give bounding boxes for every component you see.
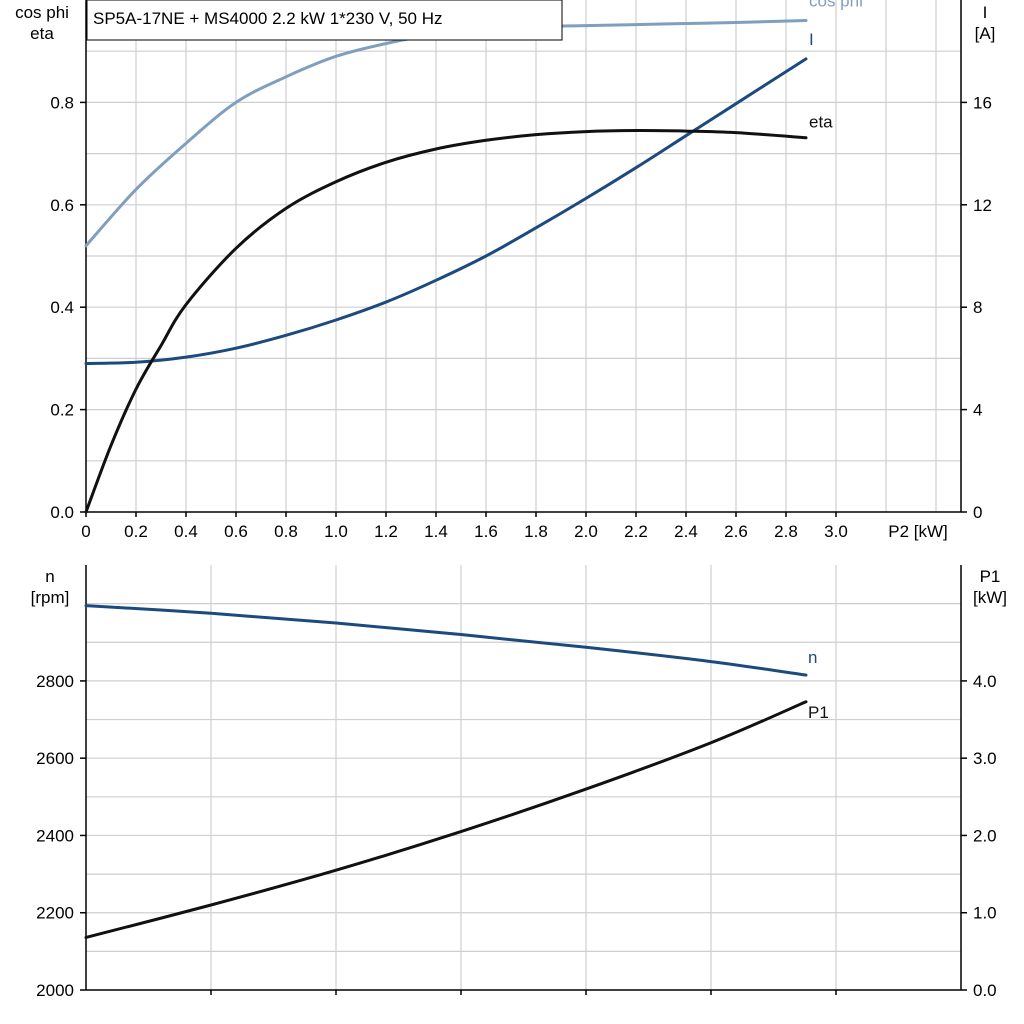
x-axis-tick-label: 2.0 (574, 522, 598, 541)
series-line-i (84, 57, 808, 366)
x-axis-tick-label: 2.8 (774, 522, 798, 541)
left-axis-tick-label: 0.8 (50, 93, 74, 112)
series-label-p1: P1 (808, 703, 829, 722)
x-axis-tick-label: 2.2 (624, 522, 648, 541)
right-axis-tick-label: 4.0 (973, 672, 997, 691)
left-axis-tick-label: 2000 (36, 981, 74, 1000)
right-axis-title: I (983, 3, 988, 22)
x-axis-tick-label: 3.0 (824, 522, 848, 541)
right-axis-tick-label: 16 (973, 93, 992, 112)
left-axis-tick-label: 0.6 (50, 196, 74, 215)
chart-title-text: SP5A-17NE + MS4000 2.2 kW 1*230 V, 50 Hz (93, 9, 443, 28)
right-axis-tick-label: 2.0 (973, 826, 997, 845)
lower-panel: 2000 2200 2400 2600 2800 0.0 1.0 2.0 3.0 4.0 n [rpm… (31, 565, 1007, 1000)
series-line-cos-phi (84, 18, 808, 248)
x-axis-tick-label: 1.6 (474, 522, 498, 541)
x-axis-tick-label: 1.8 (524, 522, 548, 541)
series-line-eta (84, 129, 808, 514)
left-axis-tick-label: 0.4 (50, 298, 74, 317)
upper-panel: 0.0 0.2 0.4 0.6 0.8 0 4 8 12 16 0 0.2 0.4 0.6 0.8 1.0 1.… (15, 0, 995, 541)
chart-title-box (86, 0, 563, 41)
x-axis-tick-label: 0 (81, 522, 90, 541)
x-axis-tick-label: 2.4 (674, 522, 698, 541)
right-axis-title: P1 (980, 567, 1001, 586)
right-axis-tick-label: 8 (973, 298, 982, 317)
grid-lines (86, 565, 961, 990)
right-axis-title: [kW] (973, 588, 1007, 607)
x-axis-tick-label: 1.0 (324, 522, 348, 541)
right-axis-tick-label: 3.0 (973, 749, 997, 768)
right-axis-title: [A] (975, 24, 996, 43)
series-line-p1 (84, 700, 808, 939)
left-axis-title: [rpm] (31, 588, 70, 607)
left-axis-tick-label: 2600 (36, 749, 74, 768)
left-axis-title: cos phi (15, 3, 69, 22)
x-axis-title: P2 [kW] (888, 522, 948, 541)
left-axis-title: n (45, 567, 54, 586)
x-axis-tick-label: 1.2 (374, 522, 398, 541)
x-axis-tick-label: 1.4 (424, 522, 448, 541)
left-axis-tick-label: 2200 (36, 904, 74, 923)
left-axis-tick-label: 2400 (36, 826, 74, 845)
grid-lines (86, 0, 961, 512)
x-axis-tick-label: 0.2 (124, 522, 148, 541)
right-axis-tick-label: 0.0 (973, 981, 997, 1000)
series-label-eta: eta (809, 113, 833, 132)
series-label-i: I (809, 30, 814, 49)
right-axis-tick-label: 0 (973, 503, 982, 522)
x-axis-tick-label: 0.6 (224, 522, 248, 541)
chart-title: SP5A-17NE + MS4000 2.2 kW 1*230 V, 50 Hz (86, 0, 563, 41)
x-axis-tick-label: 0.4 (174, 522, 198, 541)
series-label-cos-phi: cos phi (809, 0, 863, 10)
left-axis-title: eta (30, 24, 54, 43)
right-axis-tick-label: 4 (973, 401, 982, 420)
x-axis-tick-label: 2.6 (724, 522, 748, 541)
x-axis-tick-label: 0.8 (274, 522, 298, 541)
right-axis-tick-label: 12 (973, 196, 992, 215)
right-axis-tick-label: 1.0 (973, 904, 997, 923)
left-axis-tick-label: 2800 (36, 672, 74, 691)
series-line-n (84, 604, 808, 677)
series-label-n: n (808, 648, 817, 667)
left-axis-tick-label: 0.2 (50, 401, 74, 420)
left-axis-tick-label: 0.0 (50, 503, 74, 522)
